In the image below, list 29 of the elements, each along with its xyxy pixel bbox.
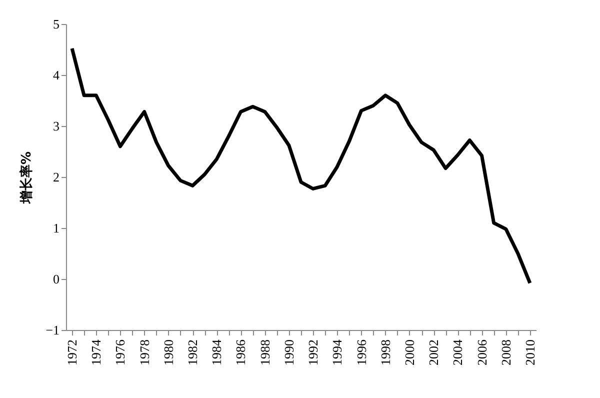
x-tick-label: 1984 <box>209 339 224 366</box>
x-tick-label: 1994 <box>330 339 345 366</box>
x-tick-label: 1980 <box>160 340 176 366</box>
x-tick-label: 1986 <box>233 339 248 366</box>
x-tick-label: 2000 <box>402 340 417 366</box>
x-tick-label: 1982 <box>185 340 200 366</box>
y-tick-label: −1 <box>46 322 60 338</box>
x-tick-label: 1990 <box>281 340 296 366</box>
x-tick-label: 1972 <box>64 340 80 366</box>
x-tick-label: 2002 <box>426 340 442 366</box>
x-tick-label: 2004 <box>450 339 466 366</box>
y-tick-label: 1 <box>53 220 60 236</box>
y-tick-label: 2 <box>53 170 60 184</box>
y-tick-label: 4 <box>53 68 60 82</box>
y-axis-title: 增长率% <box>18 151 35 205</box>
x-tick-label: 1976 <box>112 339 128 366</box>
line-series <box>70 46 532 285</box>
x-tick-label: 1974 <box>88 339 104 366</box>
y-tick-label: 5 <box>53 16 60 32</box>
x-tick-label: 1992 <box>306 340 321 366</box>
y-tick-label: 3 <box>53 118 60 134</box>
x-tick-label: 2010 <box>522 340 538 366</box>
x-tick-label: 1996 <box>354 339 369 366</box>
y-tick-label: 0 <box>53 272 60 286</box>
x-tick-label: 2008 <box>498 340 514 366</box>
x-tick-label: 1978 <box>136 340 152 366</box>
x-tick-label: 2006 <box>474 339 490 366</box>
x-tick-label: 1998 <box>378 340 393 366</box>
x-tick-label: 1988 <box>257 340 272 366</box>
